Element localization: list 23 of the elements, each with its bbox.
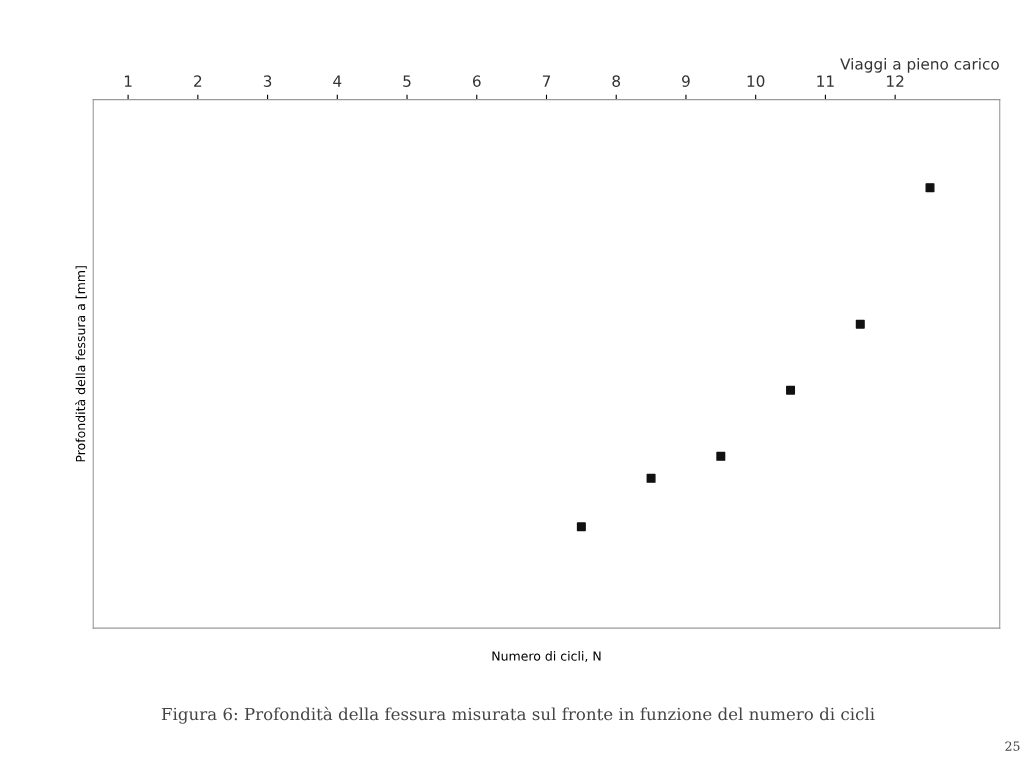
x2-axis-title: Numero di cicli, N xyxy=(492,651,601,663)
text: 25 xyxy=(1005,741,1020,751)
point xyxy=(576,522,586,532)
x-tick-label: 4 xyxy=(333,75,342,87)
point xyxy=(786,385,796,395)
y-axis-title: Profondità della fessura a [mm] xyxy=(75,266,87,462)
x-tick-label: 8 xyxy=(612,75,621,87)
x-tick-label: 9 xyxy=(682,75,690,87)
point xyxy=(855,319,865,329)
x-tick-label: 12 xyxy=(887,75,904,87)
x-tick-label: 11 xyxy=(817,75,834,87)
x-tick-label: 10 xyxy=(747,75,765,87)
x-axis-title: Viaggi a pieno carico xyxy=(840,57,999,73)
text: Figura 6: Profondità della fessura misurata sul fronte in funzione del numero di cicli xyxy=(161,706,875,724)
point xyxy=(646,473,656,483)
point xyxy=(716,451,726,461)
x-tick-label: 6 xyxy=(472,75,481,87)
point xyxy=(925,183,935,193)
x-tick-label: 7 xyxy=(542,75,551,87)
x-tick-label: 5 xyxy=(403,75,411,87)
x-tick-label: 2 xyxy=(194,75,202,87)
x-tick-label: 3 xyxy=(263,75,272,87)
x-tick-label: 1 xyxy=(124,75,132,87)
